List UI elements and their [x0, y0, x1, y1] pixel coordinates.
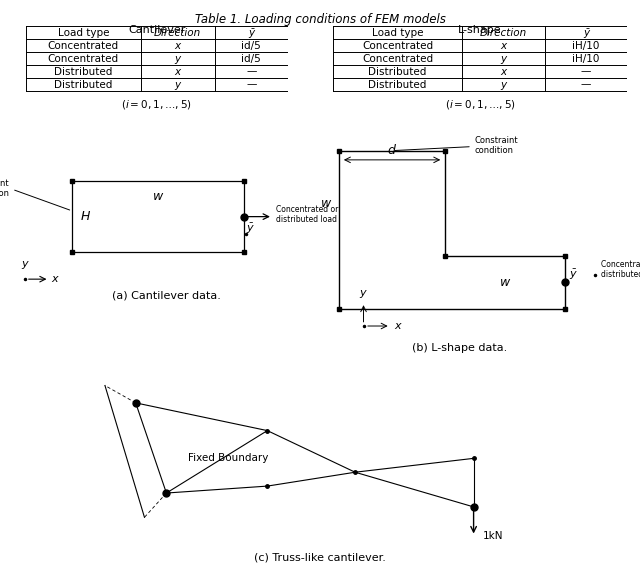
Text: —: — — [580, 80, 591, 90]
Text: $(i = 0, 1, \ldots, 5)$: $(i = 0, 1, \ldots, 5)$ — [122, 98, 192, 111]
Text: $\bar{y}$: $\bar{y}$ — [246, 221, 255, 236]
Text: Cantilever: Cantilever — [128, 25, 186, 35]
Text: $H$: $H$ — [79, 210, 91, 223]
Text: y: y — [500, 54, 507, 64]
Text: Concentrated: Concentrated — [48, 54, 119, 64]
Text: $w$: $w$ — [499, 276, 511, 289]
Text: Direction: Direction — [480, 28, 527, 38]
Text: Constraint
condition: Constraint condition — [395, 136, 518, 155]
Text: id/5: id/5 — [241, 54, 261, 64]
Text: x: x — [500, 66, 507, 76]
Text: x: x — [175, 66, 181, 76]
Text: Concentrated: Concentrated — [362, 54, 433, 64]
Text: $y$: $y$ — [20, 258, 29, 271]
Text: y: y — [175, 80, 181, 90]
Text: y: y — [175, 54, 181, 64]
Text: Fixed Boundary: Fixed Boundary — [188, 453, 269, 464]
Text: Direction: Direction — [154, 28, 202, 38]
Text: iH/10: iH/10 — [572, 40, 600, 50]
Text: x: x — [175, 40, 181, 50]
Bar — [72, 181, 244, 252]
Text: $x$: $x$ — [51, 274, 60, 284]
Text: Distributed: Distributed — [369, 80, 427, 90]
Text: Concentrated or
distributed load: Concentrated or distributed load — [601, 260, 640, 279]
Text: Load type: Load type — [372, 28, 423, 38]
Text: Distributed: Distributed — [369, 66, 427, 76]
Text: —: — — [246, 66, 257, 76]
Text: x: x — [500, 40, 507, 50]
Text: ȳ: ȳ — [248, 28, 254, 38]
Text: iH/10: iH/10 — [572, 54, 600, 64]
Text: Constraint
condition: Constraint condition — [0, 179, 70, 210]
Text: Distributed: Distributed — [54, 80, 113, 90]
Text: ȳ: ȳ — [583, 28, 589, 38]
Text: $\bar{y}$: $\bar{y}$ — [570, 268, 579, 281]
Text: —: — — [246, 80, 257, 90]
Text: $d$: $d$ — [387, 143, 397, 157]
Text: (b) L-shape data.: (b) L-shape data. — [412, 343, 508, 353]
Text: 1kN: 1kN — [483, 531, 503, 541]
Text: Load type: Load type — [58, 28, 109, 38]
Text: $w$: $w$ — [152, 190, 164, 203]
Text: $x$: $x$ — [394, 321, 403, 331]
Text: (c) Truss-like cantilever.: (c) Truss-like cantilever. — [254, 553, 386, 562]
Text: —: — — [580, 66, 591, 76]
Text: (a) Cantilever data.: (a) Cantilever data. — [113, 291, 221, 301]
Text: Concentrated or
distributed load: Concentrated or distributed load — [276, 205, 338, 224]
Text: Table 1. Loading conditions of FEM models: Table 1. Loading conditions of FEM model… — [195, 13, 445, 25]
Text: $(i = 0, 1, \ldots, 5)$: $(i = 0, 1, \ldots, 5)$ — [445, 98, 515, 111]
Text: id/5: id/5 — [241, 40, 261, 50]
Text: $y$: $y$ — [359, 288, 368, 299]
Text: Concentrated: Concentrated — [48, 40, 119, 50]
Text: y: y — [500, 80, 507, 90]
Text: L-shape: L-shape — [458, 25, 502, 35]
Text: Concentrated: Concentrated — [362, 40, 433, 50]
Text: Distributed: Distributed — [54, 66, 113, 76]
Text: $w$: $w$ — [320, 197, 332, 210]
